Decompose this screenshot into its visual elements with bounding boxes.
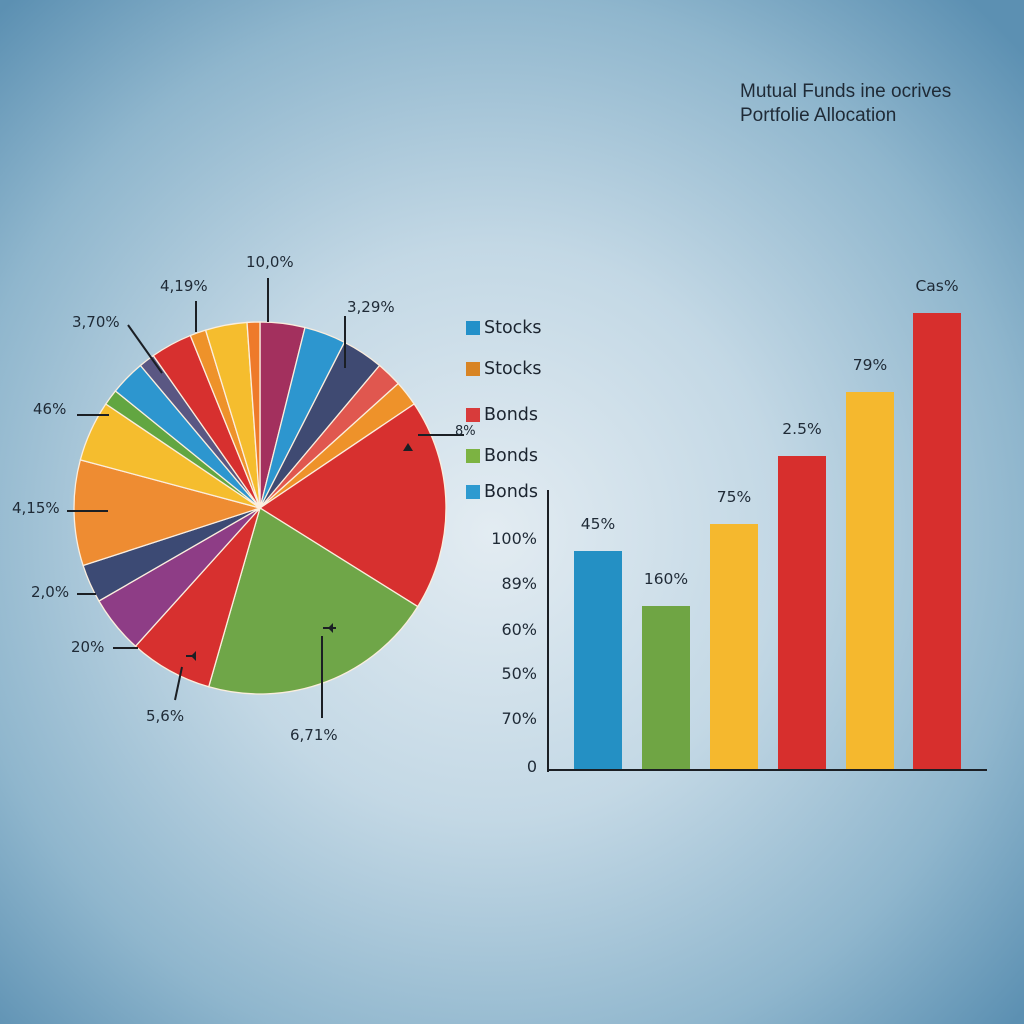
chart-title-line-2: Portfolie Allocation [740, 105, 897, 126]
y-tick-label: 70% [501, 709, 537, 728]
y-axis [547, 490, 549, 772]
bar [778, 456, 826, 769]
pie-label: 5,6% [146, 707, 185, 725]
chart-title-line-1: Mutual Funds ine ocrives [740, 81, 952, 102]
leader-line [127, 324, 163, 374]
pie-label: 2,0% [31, 583, 70, 601]
pie-slice [207, 506, 419, 695]
y-tick-label: 89% [501, 574, 537, 593]
leader-line [174, 666, 183, 701]
pie-slice [73, 459, 263, 567]
bar-value-label: Cas% [915, 277, 959, 295]
legend-item[interactable]: Bonds [466, 446, 538, 466]
chart-title: Mutual Funds ine ocrives Portfolie Alloc… [740, 80, 951, 128]
bar [710, 524, 758, 769]
pie-slice [246, 321, 261, 509]
pie-label: 3,29% [347, 298, 395, 316]
legend-swatch [466, 408, 480, 422]
pie-label: 4,15% [12, 499, 60, 517]
pie-label: 8% [455, 424, 476, 439]
y-tick-label: 0 [526, 757, 537, 776]
y-tick-label: 60% [501, 620, 537, 639]
pie-label: 4,19% [160, 277, 208, 295]
legend-label: Stocks [484, 318, 542, 338]
pie-label: 20% [71, 638, 105, 656]
pie-label: 3,70% [72, 313, 120, 331]
bar-value-label: 2.5% [782, 420, 822, 438]
pie-slice [258, 403, 447, 608]
bar [846, 392, 894, 769]
bar [642, 606, 690, 769]
bar-value-label: 45% [580, 515, 616, 533]
legend-swatch [466, 485, 480, 499]
pie-label: 46% [33, 400, 67, 418]
legend-item[interactable]: Bonds [466, 405, 538, 425]
bar-value-label: 75% [716, 488, 752, 506]
legend-item[interactable]: Bonds [466, 482, 538, 502]
x-axis [547, 769, 987, 771]
bar [574, 551, 622, 769]
pie-label: 6,71% [290, 726, 338, 744]
legend-label: Bonds [484, 405, 539, 425]
triangle-marker-icon [328, 623, 333, 633]
triangle-marker-icon [403, 443, 413, 451]
legend-swatch [466, 449, 480, 463]
legend-item[interactable]: Stocks [466, 359, 542, 379]
bar-value-label: 79% [852, 356, 888, 374]
triangle-marker-icon [191, 651, 196, 661]
legend-label: Stocks [484, 359, 542, 379]
legend-label: Bonds [484, 446, 539, 466]
legend-swatch [466, 362, 480, 376]
y-tick-label: 50% [501, 664, 537, 683]
pie-label: 10,0% [246, 253, 294, 271]
legend-item[interactable]: Stocks [466, 318, 542, 338]
y-tick-label: 100% [491, 529, 537, 548]
legend-swatch [466, 321, 480, 335]
bar [913, 313, 961, 769]
bar-value-label: 160% [643, 570, 689, 588]
legend-label: Bonds [484, 482, 539, 502]
